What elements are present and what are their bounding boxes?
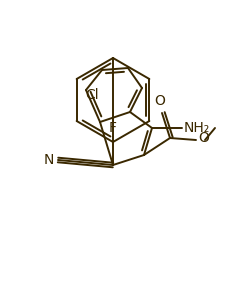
Text: N: N	[43, 153, 54, 167]
Text: F: F	[108, 121, 117, 135]
Text: Cl: Cl	[85, 88, 98, 102]
Text: O: O	[197, 131, 208, 145]
Text: O: O	[154, 94, 165, 108]
Text: NH₂: NH₂	[183, 121, 209, 135]
